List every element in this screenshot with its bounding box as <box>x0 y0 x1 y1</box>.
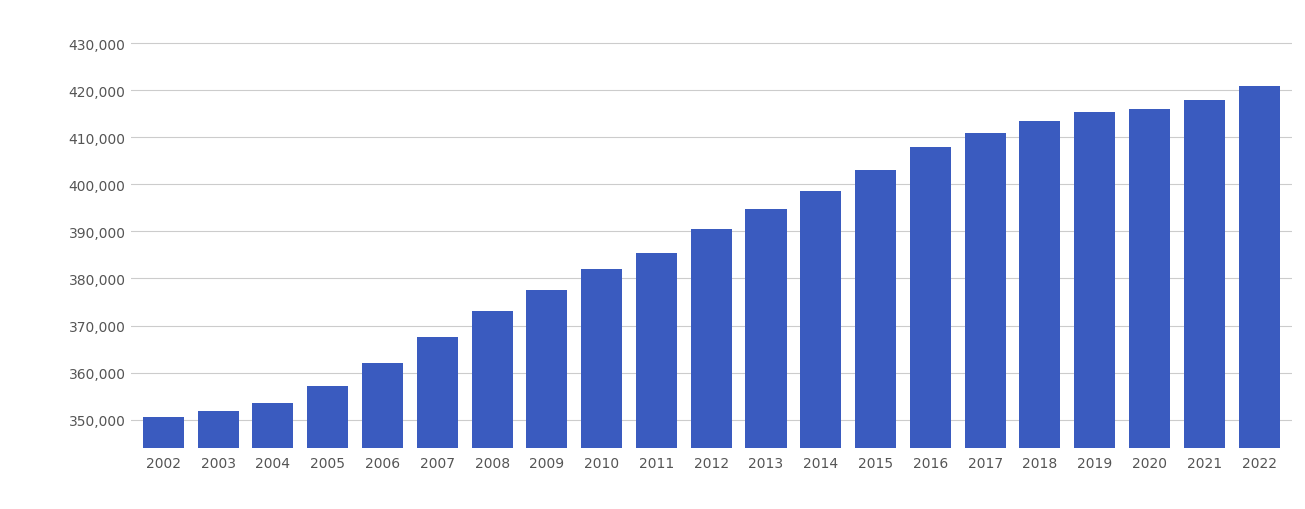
Bar <box>252 403 294 448</box>
Bar <box>416 337 458 448</box>
Bar <box>471 312 513 448</box>
Bar <box>361 363 403 448</box>
Bar <box>910 148 951 448</box>
Bar <box>526 291 568 448</box>
Bar <box>1184 101 1225 448</box>
Bar <box>745 210 787 448</box>
Bar <box>1019 122 1061 448</box>
Bar <box>690 230 732 448</box>
Bar <box>197 411 239 448</box>
Bar <box>307 386 348 448</box>
Bar <box>1129 110 1171 448</box>
Bar <box>1074 112 1116 448</box>
Bar <box>636 253 677 448</box>
Bar <box>855 171 897 448</box>
Bar <box>142 417 184 448</box>
Bar <box>1238 87 1280 448</box>
Bar <box>581 270 622 448</box>
Bar <box>800 192 842 448</box>
Bar <box>964 133 1006 448</box>
